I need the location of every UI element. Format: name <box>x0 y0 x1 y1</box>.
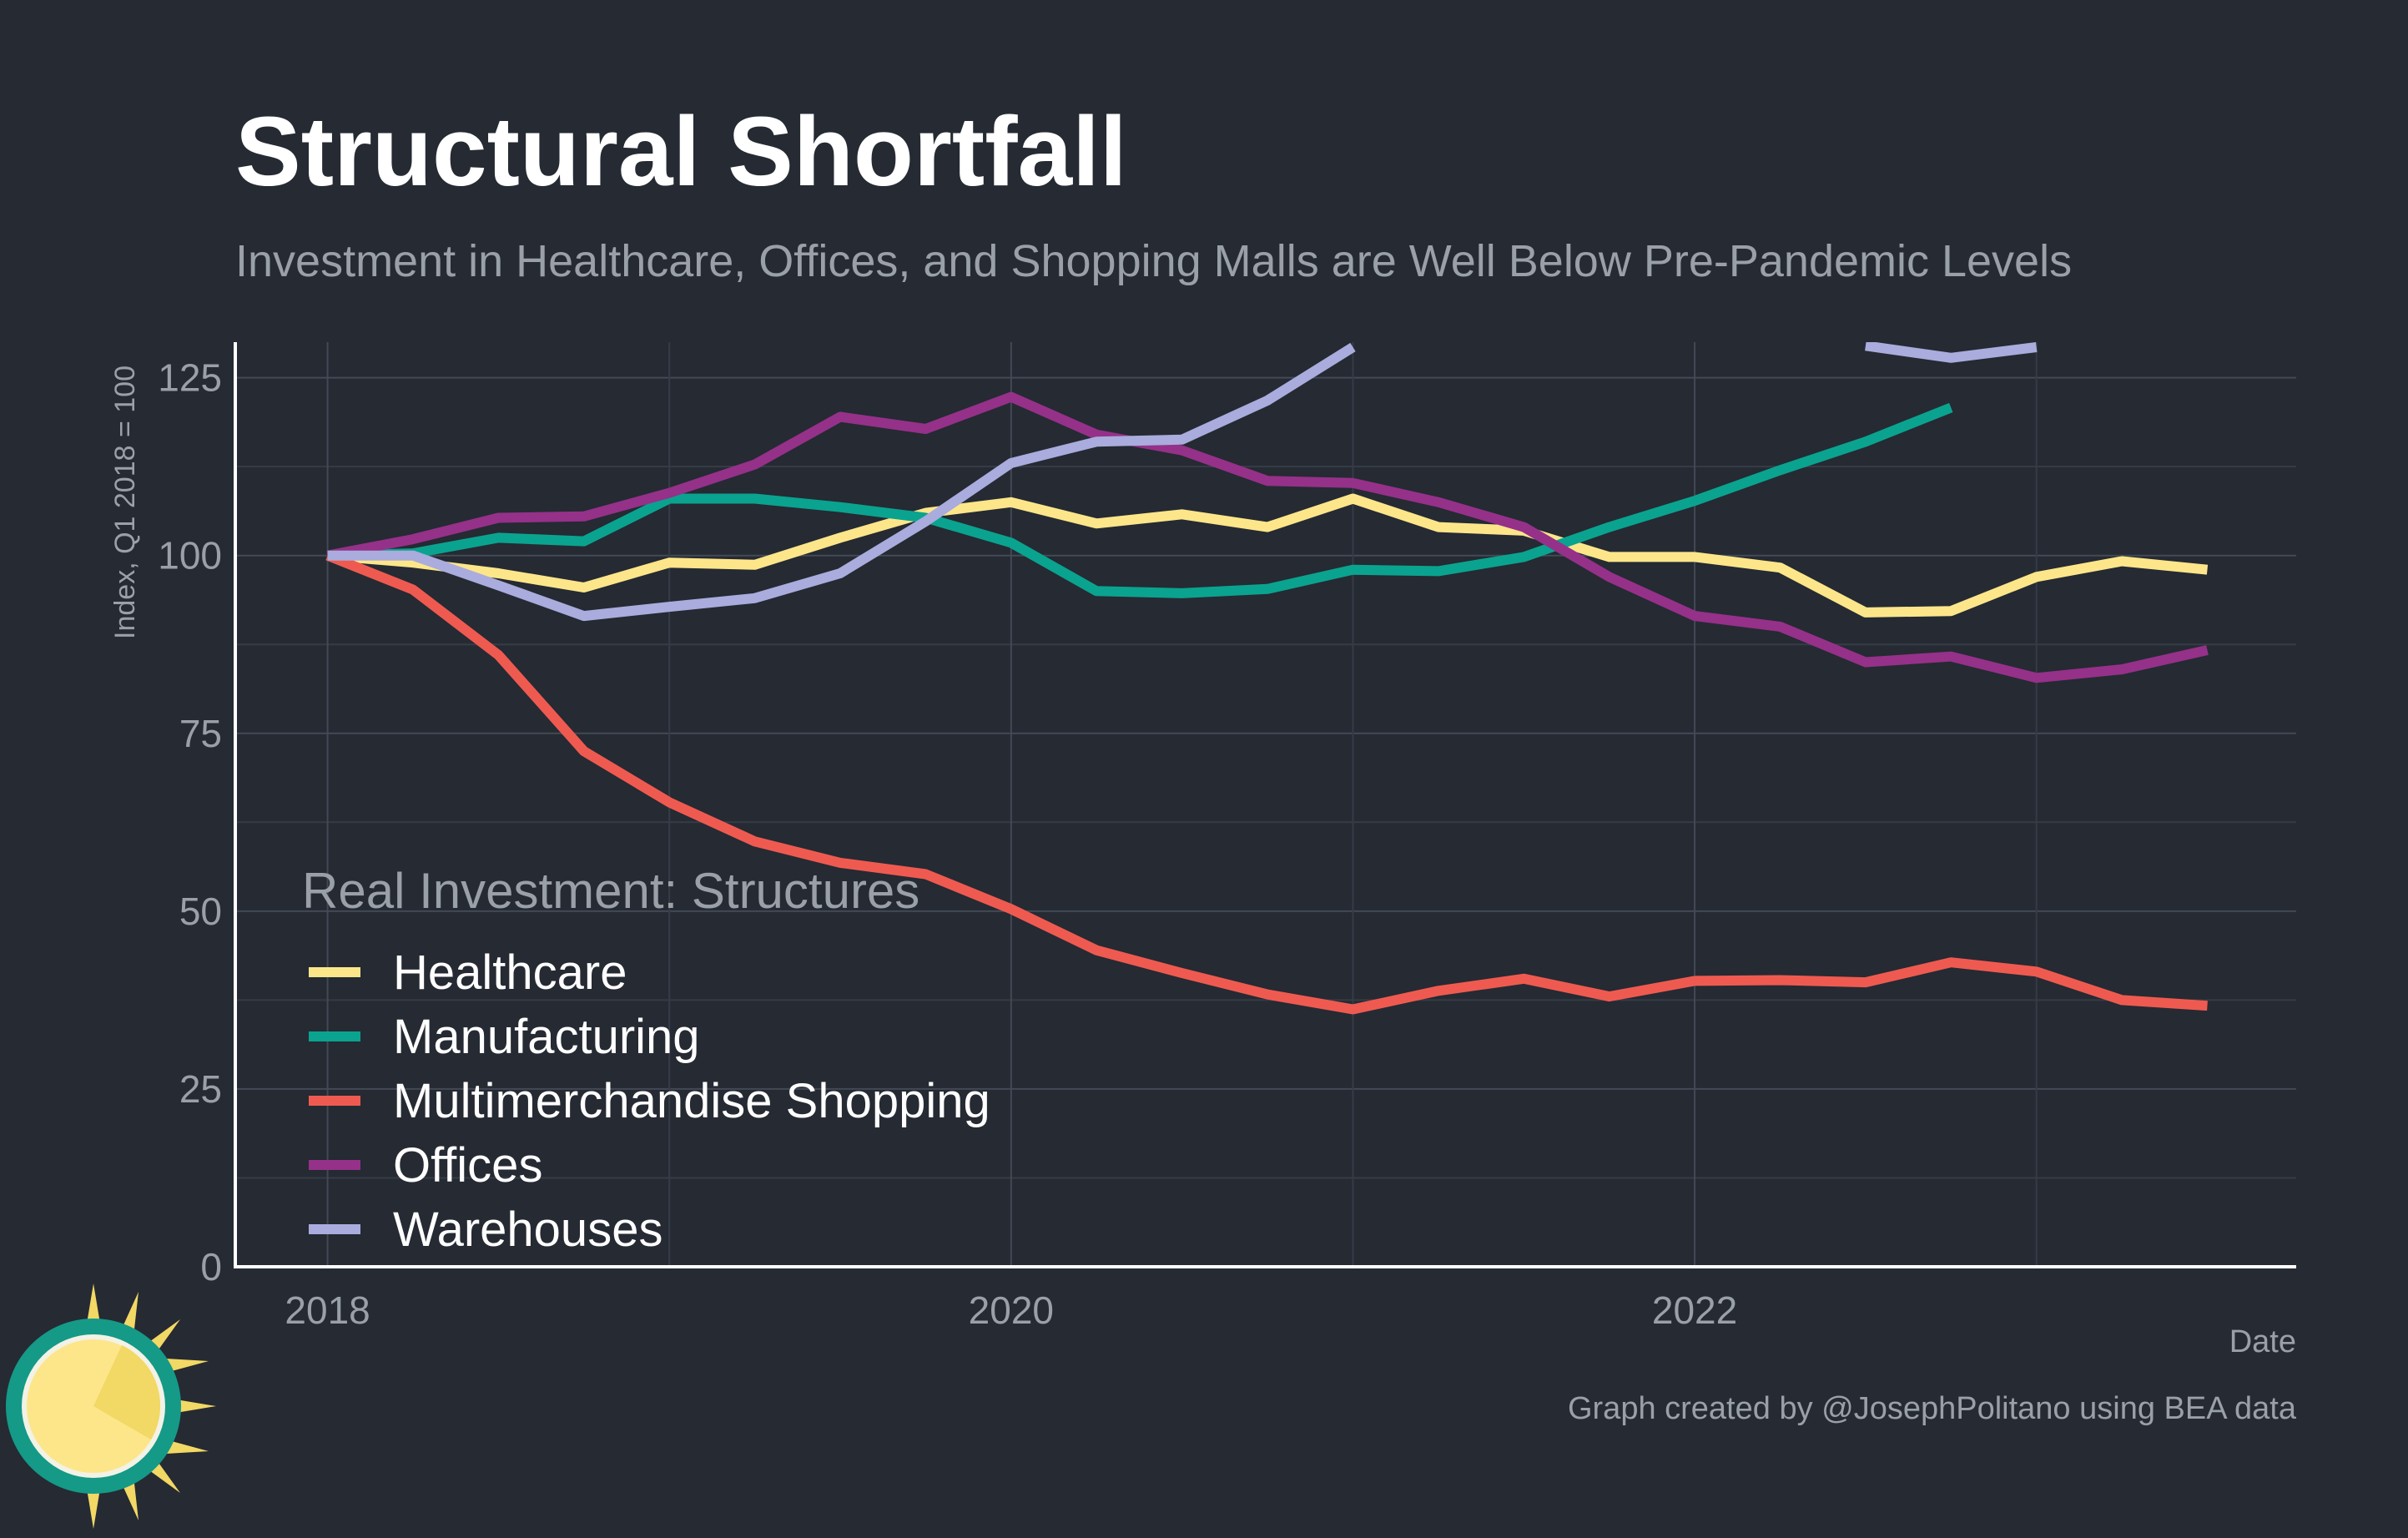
sun-logo-icon <box>6 1283 216 1529</box>
y-axis-label: Index, Q1 2018 = 100 <box>109 366 141 639</box>
axes: 0 25 50 75 100 125 2018 2020 2022 <box>158 342 2296 1332</box>
legend-label-multimerchandise-shopping: Multimerchandise Shopping <box>393 1074 990 1128</box>
x-tick-label: 2020 <box>969 1288 1054 1332</box>
y-tick-label: 0 <box>200 1245 222 1288</box>
chart-title: Structural Shortfall <box>235 97 1127 207</box>
legend: Real Investment: Structures Healthcare Ma… <box>302 863 990 1257</box>
y-tick-label: 100 <box>158 534 222 577</box>
chart-subtitle: Investment in Healthcare, Offices, and S… <box>235 236 2072 286</box>
y-tick-label: 25 <box>179 1067 222 1111</box>
y-tick-label: 75 <box>179 712 222 755</box>
series-line-warehouses <box>327 342 2038 622</box>
x-tick-label: 2018 <box>285 1288 370 1332</box>
x-axis-label: Date <box>2229 1324 2296 1359</box>
series-line-multimerchandise-shopping <box>325 551 2208 1015</box>
series-line-healthcare <box>327 493 2209 618</box>
legend-title: Real Investment: Structures <box>302 863 919 919</box>
chart-caption: Graph created by @JosephPolitano using B… <box>1568 1391 2297 1426</box>
legend-label-healthcare: Healthcare <box>393 945 627 1000</box>
legend-label-manufacturing: Manufacturing <box>393 1010 700 1064</box>
series-line-offices <box>326 391 2209 683</box>
series-layer <box>325 342 2209 1015</box>
y-tick-label: 125 <box>158 356 222 400</box>
y-tick-label: 50 <box>179 890 222 933</box>
legend-label-warehouses: Warehouses <box>393 1203 662 1257</box>
legend-label-offices: Offices <box>393 1138 542 1193</box>
series-line-manufacturing <box>327 402 1953 598</box>
x-tick-label: 2022 <box>1652 1288 1737 1332</box>
